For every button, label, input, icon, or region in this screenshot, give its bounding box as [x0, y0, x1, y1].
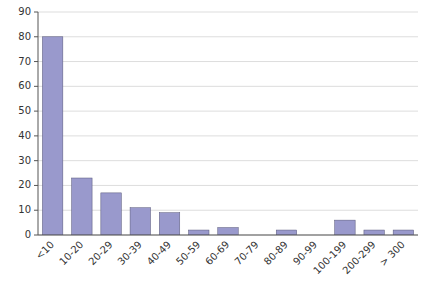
y-tick-label: 50	[18, 105, 31, 116]
y-tick	[34, 61, 38, 62]
bar	[393, 230, 413, 235]
bar	[159, 213, 179, 235]
bar	[364, 230, 384, 235]
y-tick-label: 70	[18, 56, 31, 67]
bar	[276, 230, 296, 235]
y-tick	[34, 160, 38, 161]
bar	[72, 178, 92, 235]
bars	[42, 37, 413, 235]
y-tick	[34, 12, 38, 13]
grid-line	[38, 36, 418, 37]
x-tick-label: 90-99	[291, 239, 319, 267]
y-tick-label: 40	[18, 130, 31, 141]
grid-line	[38, 210, 418, 211]
y-tick-label: 30	[18, 155, 31, 166]
bar	[130, 208, 150, 235]
y-tick-label: 0	[25, 229, 31, 240]
bar	[218, 228, 238, 235]
x-tick-label: 60-69	[203, 239, 231, 267]
grid-line	[38, 86, 418, 87]
grid-line	[38, 185, 418, 186]
grid-line	[38, 111, 418, 112]
y-tick	[34, 210, 38, 211]
x-tick-label: > 300	[377, 239, 406, 268]
y-tick-label: 80	[18, 31, 31, 42]
y-tick-label: 90	[18, 6, 31, 17]
x-tick-label: 70-79	[232, 239, 260, 267]
x-tick-label: 10-20	[57, 239, 85, 267]
y-tick	[34, 86, 38, 87]
grid	[38, 12, 418, 235]
y-axis: 0 10 20 30 40 50 60 70 80 90	[18, 6, 38, 240]
x-axis: <1010-2020-2930-3940-4950-5960-6970-7980…	[33, 239, 406, 276]
y-tick	[34, 235, 38, 236]
grid-line	[38, 235, 418, 236]
x-tick-label: 80-89	[262, 239, 290, 267]
bar	[189, 230, 209, 235]
y-tick-label: 10	[18, 204, 31, 215]
x-axis-line	[38, 235, 418, 236]
grid-line	[38, 12, 418, 13]
x-tick-label: 200-299	[340, 239, 377, 276]
bar	[101, 193, 121, 235]
x-tick-label: <10	[33, 239, 56, 262]
y-axis-line	[38, 12, 39, 235]
x-tick-label: 40-49	[145, 239, 173, 267]
y-tick	[34, 36, 38, 37]
grid-line	[38, 160, 418, 161]
bar	[335, 220, 355, 235]
chart: 0 10 20 30 40 50 60 70 80 90 <1010-2020-2930-3940-…	[0, 0, 430, 289]
y-tick	[34, 135, 38, 136]
y-tick-label: 20	[18, 179, 31, 190]
y-tick	[34, 185, 38, 186]
grid-line	[38, 61, 418, 62]
x-tick-label: 50-59	[174, 239, 202, 267]
y-tick	[34, 111, 38, 112]
bar	[42, 37, 62, 235]
y-tick-label: 60	[18, 80, 31, 91]
x-tick-label: 30-39	[116, 239, 144, 267]
grid-line	[38, 135, 418, 136]
x-tick-label: 20-29	[86, 239, 114, 267]
